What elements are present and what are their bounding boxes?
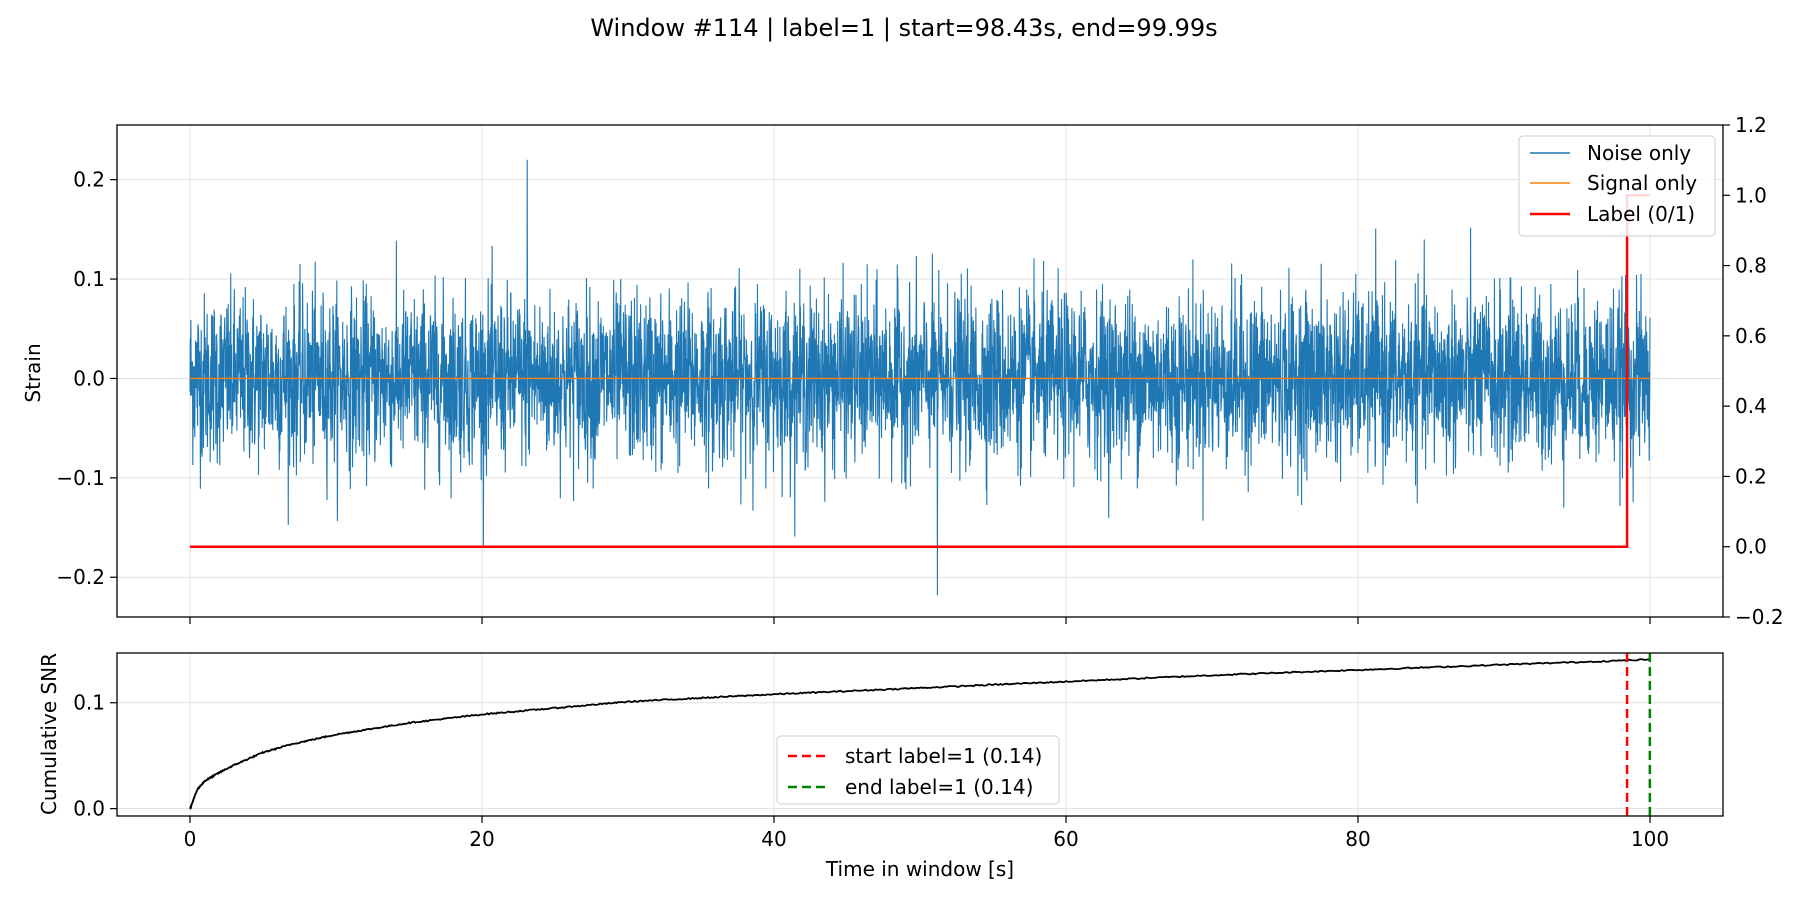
snr-legend-box: [776, 735, 1060, 805]
snr-series: [189, 653, 1652, 816]
legend-label-label: Label (0/1): [1587, 202, 1695, 226]
snr-legend: start label=1 (0.14) end label=1 (0.14): [776, 735, 1060, 805]
strain-legend: Noise only Signal only Label (0/1): [1518, 135, 1716, 237]
time-tick-label: 40: [761, 827, 786, 851]
time-axis-label: Time in window [s]: [825, 857, 1014, 881]
strain-y-tick-label: −0.1: [56, 466, 105, 490]
legend-signal-label: Signal only: [1587, 171, 1697, 195]
strain-ticks: −0.2 −0.1 0.0 0.1 0.2 −0.2 0.0 0.2 0.4 0.6 0.8 1.0 1…: [56, 113, 1783, 629]
time-tick-label: 80: [1345, 827, 1370, 851]
strain-legend-box: [1518, 135, 1716, 237]
legend-end-label: end label=1 (0.14): [845, 775, 1033, 799]
snr-y-tick-label: 0.1: [73, 691, 105, 715]
strain-axes-frame: [116, 124, 1724, 618]
legend-noise-label: Noise only: [1587, 141, 1691, 165]
snr-grid: [117, 653, 1723, 816]
time-tick-label: 100: [1631, 827, 1669, 851]
snr-panel: 0 20 40 60 80 100 0.0 0.1 Cumulative SNR Time i…: [37, 652, 1724, 881]
label-axis-tick-label: 0.0: [1735, 535, 1767, 559]
label-axis-tick-label: 0.6: [1735, 324, 1767, 348]
strain-y-tick-label: −0.2: [56, 565, 105, 589]
time-tick-label: 20: [469, 827, 494, 851]
label-axis-tick-label: 0.8: [1735, 254, 1767, 278]
snr-axis-label: Cumulative SNR: [37, 653, 61, 815]
figure-title: Window #114 | label=1 | start=98.43s, en…: [590, 14, 1217, 42]
snr-y-tick-label: 0.0: [73, 797, 105, 821]
label-axis-tick-label: 1.0: [1735, 183, 1767, 207]
label-axis-tick-label: −0.2: [1735, 605, 1784, 629]
snr-ticks: 0 20 40 60 80 100 0.0 0.1: [73, 691, 1669, 851]
noise-only-line: [189, 159, 1651, 596]
label-axis-tick-label: 1.2: [1735, 113, 1767, 137]
label-axis-tick-label: 0.2: [1735, 464, 1767, 488]
time-tick-label: 0: [184, 827, 197, 851]
legend-start-label: start label=1 (0.14): [845, 744, 1042, 768]
strain-y-tick-label: 0.0: [73, 366, 105, 390]
snr-axes-frame: [116, 652, 1724, 817]
cumulative-snr-line: [189, 658, 1651, 810]
strain-panel: −0.2 −0.1 0.0 0.1 0.2 −0.2 0.0 0.2 0.4 0.6 0.8 1.0 1…: [21, 113, 1784, 629]
time-tick-label: 60: [1053, 827, 1078, 851]
label-axis-tick-label: 0.4: [1735, 394, 1767, 418]
strain-y-tick-label: 0.2: [73, 168, 105, 192]
strain-axis-label: Strain: [21, 343, 45, 402]
strain-y-tick-label: 0.1: [73, 267, 105, 291]
